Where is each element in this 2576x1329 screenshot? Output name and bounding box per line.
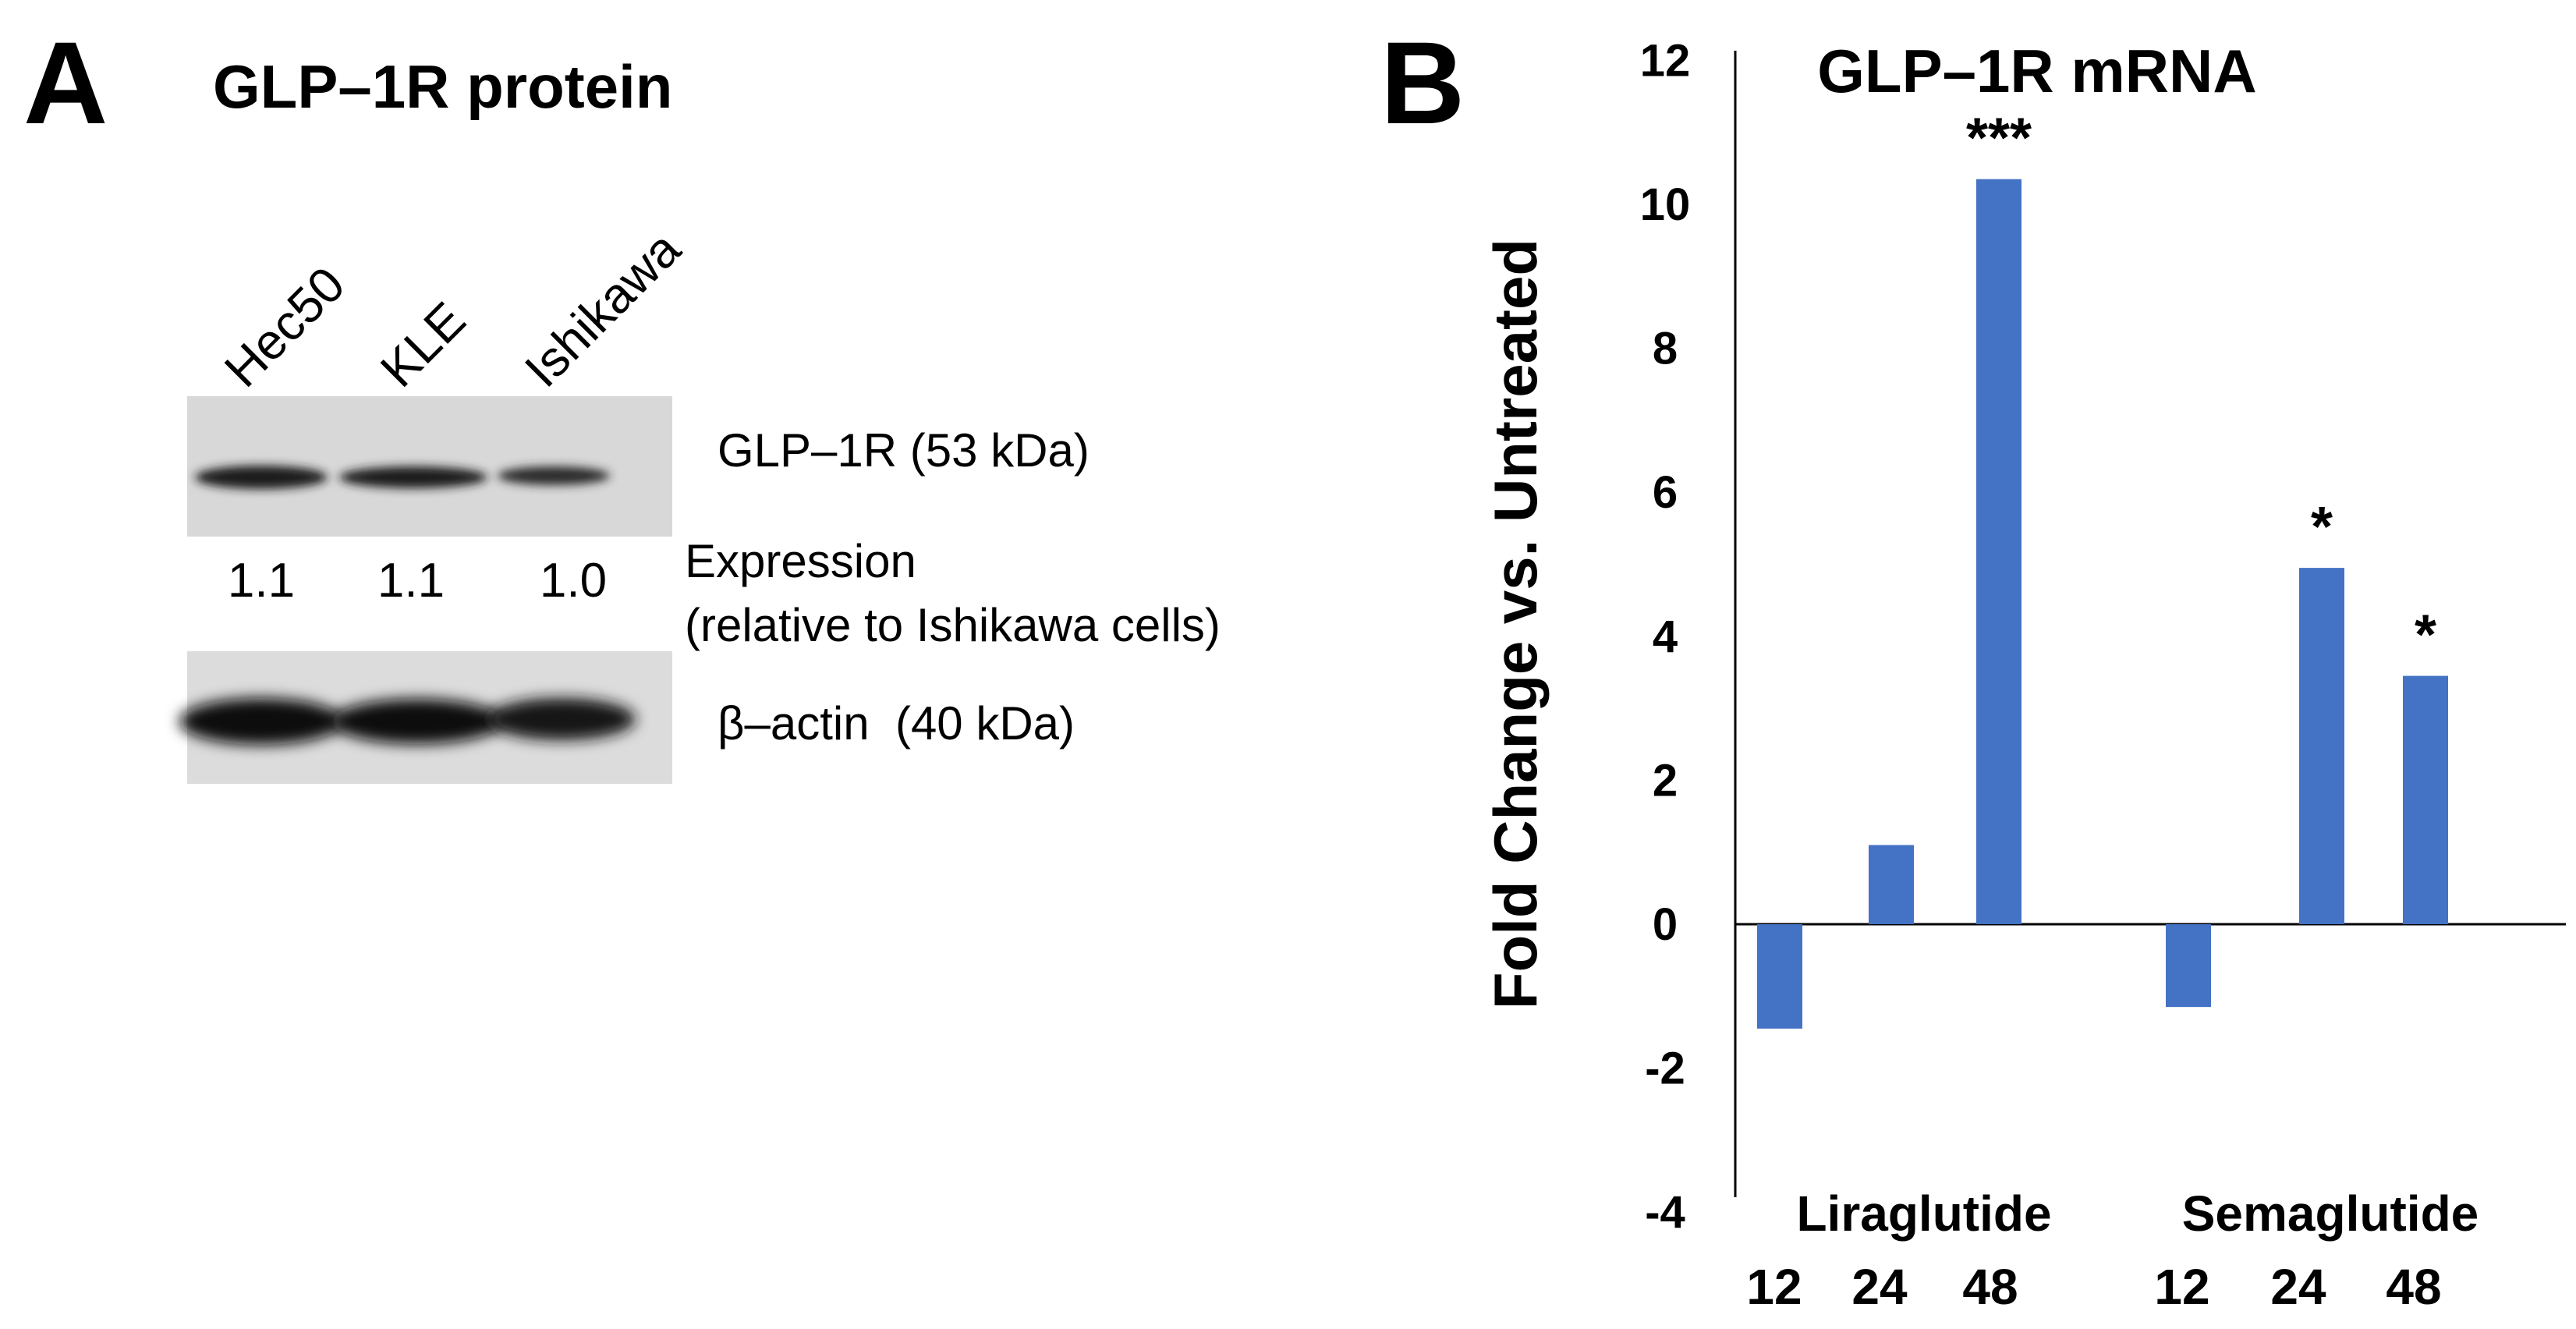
category-label: 48 (1962, 1259, 2018, 1315)
bars (1757, 179, 2448, 1029)
lane-label-hec50: Hec50 (214, 256, 356, 398)
bar (1869, 845, 1914, 924)
actin-label: β–actin (40 kDa) (718, 697, 1075, 750)
y-tick-label: 2 (1653, 755, 1678, 806)
bar (1976, 179, 2021, 924)
glp1r-band-hec50 (195, 466, 328, 489)
expression-value-ishikawa: 1.0 (540, 554, 607, 608)
expression-value-kle: 1.1 (377, 554, 445, 608)
glp1r-label: GLP–1R (53 kDa) (718, 424, 1090, 477)
panel-b: B GLP–1R mRNA Fold Change vs. Untreated … (1380, 17, 2566, 1315)
y-tick-label: 6 (1653, 467, 1678, 518)
y-tick-label: -4 (1645, 1187, 1685, 1238)
actin-blot (179, 651, 672, 784)
category-label: 12 (1746, 1259, 1802, 1315)
y-tick-label: -2 (1645, 1044, 1685, 1094)
significance-mark: * (2311, 496, 2333, 558)
group-label-liraglutide: Liraglutide (1796, 1185, 2051, 1242)
lane-label-ishikawa: Ishikawa (514, 221, 691, 398)
bar (2403, 675, 2448, 924)
bar (2299, 568, 2344, 924)
glp1r-band-kle (339, 466, 487, 488)
significance-marks: ***** (1966, 108, 2436, 667)
panel-a-title: GLP–1R protein (213, 52, 672, 121)
expression-label-line2: (relative to Ishikawa cells) (685, 599, 1221, 651)
expression-value-hec50: 1.1 (228, 554, 295, 608)
category-label: 24 (1851, 1259, 1908, 1315)
glp1r-band-ishikawa (498, 466, 610, 485)
category-label: 48 (2386, 1259, 2441, 1315)
category-labels: 12 24 48 12 24 48 (1746, 1259, 2441, 1315)
glp1r-blot (187, 396, 672, 537)
y-tick-label: 4 (1653, 611, 1678, 662)
significance-mark: *** (1966, 108, 2032, 170)
y-axis-label: Fold Change vs. Untreated (1481, 239, 1550, 1009)
y-tick-label: 10 (1640, 179, 1691, 230)
panel-a: A GLP–1R protein Hec50 KLE Ishikawa GLP–… (23, 17, 1221, 784)
category-label: 24 (2270, 1259, 2326, 1315)
category-label: 12 (2154, 1259, 2209, 1315)
expression-label-line1: Expression (685, 535, 916, 587)
significance-mark: * (2415, 604, 2436, 667)
y-tick-label: 0 (1653, 899, 1678, 950)
actin-band-kle (331, 699, 503, 744)
actin-band-ishikawa (487, 698, 636, 740)
bar (1757, 924, 1802, 1029)
y-tick-label: 12 (1640, 35, 1691, 86)
panel-a-letter: A (23, 17, 108, 148)
bar (2166, 924, 2211, 1008)
actin-band-hec50 (179, 698, 343, 745)
group-label-semaglutide: Semaglutide (2182, 1185, 2479, 1242)
panel-b-letter: B (1380, 17, 1465, 148)
chart-title: GLP–1R mRNA (1817, 37, 2256, 105)
y-tick-label: 8 (1653, 324, 1678, 374)
y-tick-labels: -4 -2 0 2 4 6 8 10 12 (1640, 35, 1691, 1238)
lane-label-kle: KLE (370, 291, 476, 397)
